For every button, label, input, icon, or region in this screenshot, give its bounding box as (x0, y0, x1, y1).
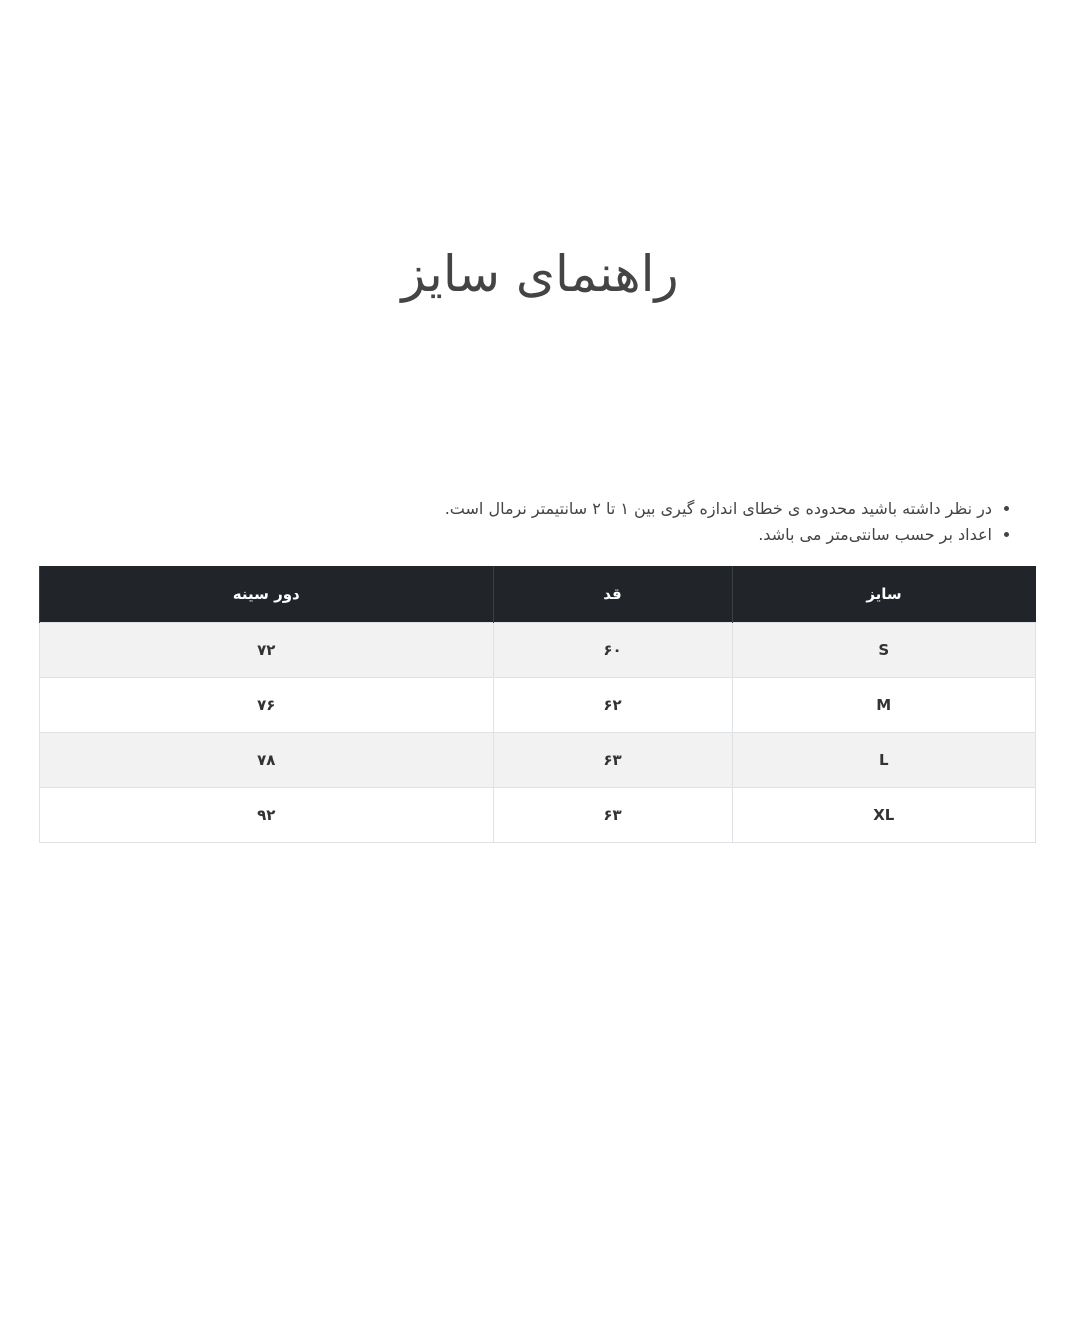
notes-list: در نظر داشته باشید محدوده ی خطای اندازه … (445, 496, 1010, 548)
cell-size: L (731, 732, 1036, 788)
cell-size: S (731, 622, 1036, 678)
table-row: S ۶۰ ۷۲ (39, 622, 1036, 678)
cell-height: ۶۰ (492, 622, 733, 678)
table-row: L ۶۳ ۷۸ (39, 732, 1036, 788)
cell-height: ۶۳ (492, 732, 733, 788)
note-item: اعداد بر حسب سانتی‌متر می باشد. (445, 522, 992, 548)
cell-chest: ۷۲ (39, 622, 494, 678)
note-item: در نظر داشته باشید محدوده ی خطای اندازه … (445, 496, 992, 522)
page-title: راهنمای سایز (401, 245, 679, 303)
header-size: سایز (731, 566, 1036, 623)
size-table: سایز قد دور سینه S ۶۰ ۷۲ M ۶۲ ۷۶ L ۶۳ ۷۸ XL ۶۳ ۹… (39, 566, 1036, 843)
cell-size: XL (731, 787, 1036, 843)
cell-chest: ۷۸ (39, 732, 494, 788)
cell-chest: ۷۶ (39, 677, 494, 733)
table-row: XL ۶۳ ۹۲ (39, 787, 1036, 843)
cell-size: M (731, 677, 1036, 733)
cell-height: ۶۳ (492, 787, 733, 843)
table-header-row: سایز قد دور سینه (39, 566, 1036, 623)
header-height: قد (492, 566, 732, 623)
cell-chest: ۹۲ (39, 787, 494, 843)
cell-height: ۶۲ (492, 677, 733, 733)
table-row: M ۶۲ ۷۶ (39, 677, 1036, 733)
header-chest: دور سینه (39, 566, 493, 623)
